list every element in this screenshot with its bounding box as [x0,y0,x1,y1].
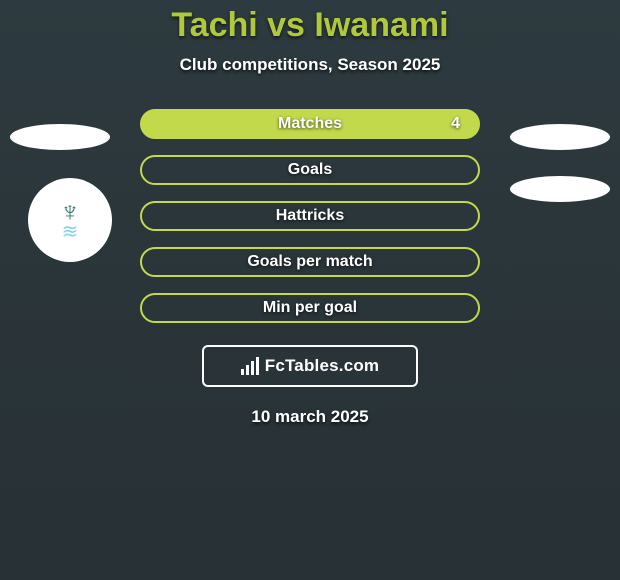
stat-pill: Goals per match [140,247,480,277]
stat-pill: Min per goal [140,293,480,323]
stat-label: Goals per match [247,253,372,271]
stat-pill: Hattricks [140,201,480,231]
stat-value-right: 4 [451,115,460,133]
stat-pill: Matches 4 [140,109,480,139]
stat-row: Hattricks [140,201,480,231]
brand-box[interactable]: FcTables.com [202,345,418,387]
date-label: 10 march 2025 [251,407,368,427]
stat-label: Matches [278,115,342,133]
stats-list: Matches 4 Goals Hattricks Goals per match Min… [0,109,620,323]
page-title: Tachi vs Iwanami [171,6,448,45]
bar-chart-icon [241,357,259,375]
subtitle: Club competitions, Season 2025 [180,55,441,75]
widget-container: Tachi vs Iwanami Club competitions, Seas… [0,0,620,580]
brand-label: FcTables.com [265,356,380,376]
stat-pill: Goals [140,155,480,185]
stat-row: Goals [140,155,480,185]
stat-row: Matches 4 [140,109,480,139]
stat-label: Min per goal [263,299,357,317]
stat-label: Hattricks [276,207,344,225]
stat-label: Goals [288,161,332,179]
stat-row: Goals per match [140,247,480,277]
stat-row: Min per goal [140,293,480,323]
